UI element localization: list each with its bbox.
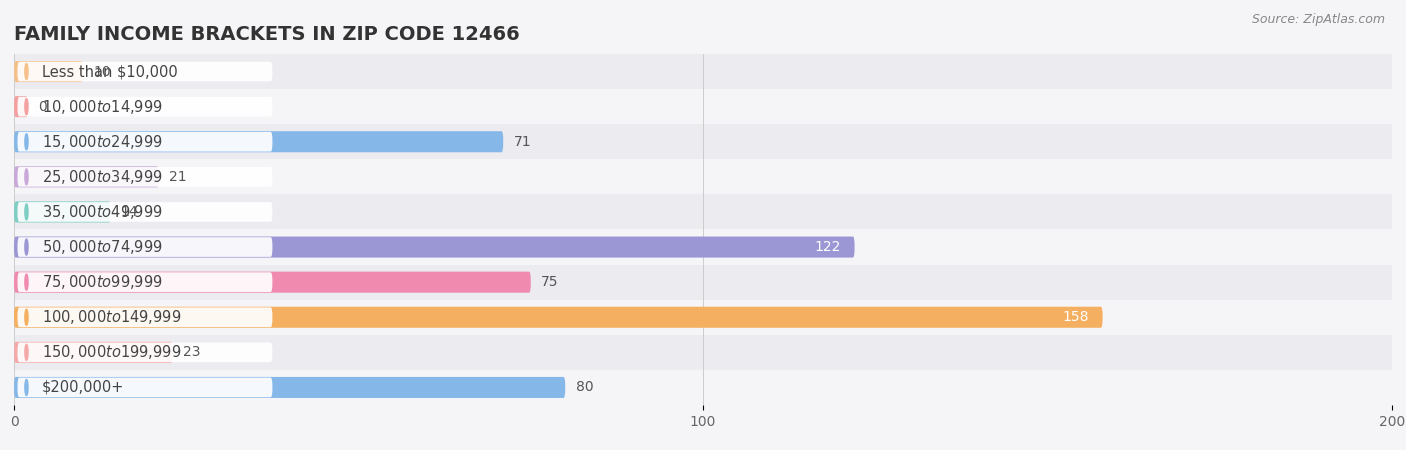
FancyBboxPatch shape bbox=[17, 378, 273, 397]
Text: $10,000 to $14,999: $10,000 to $14,999 bbox=[42, 98, 163, 116]
FancyBboxPatch shape bbox=[17, 237, 273, 257]
Circle shape bbox=[25, 239, 28, 255]
Circle shape bbox=[25, 204, 28, 220]
FancyBboxPatch shape bbox=[17, 342, 273, 362]
Text: $75,000 to $99,999: $75,000 to $99,999 bbox=[42, 273, 163, 291]
FancyBboxPatch shape bbox=[14, 131, 503, 152]
FancyBboxPatch shape bbox=[14, 61, 83, 82]
FancyBboxPatch shape bbox=[14, 202, 111, 222]
Text: $25,000 to $34,999: $25,000 to $34,999 bbox=[42, 168, 163, 186]
Text: 158: 158 bbox=[1063, 310, 1088, 324]
Text: $35,000 to $49,999: $35,000 to $49,999 bbox=[42, 203, 163, 221]
Bar bbox=[14, 300, 1392, 335]
Text: Less than $10,000: Less than $10,000 bbox=[42, 64, 177, 79]
FancyBboxPatch shape bbox=[17, 272, 273, 292]
Text: FAMILY INCOME BRACKETS IN ZIP CODE 12466: FAMILY INCOME BRACKETS IN ZIP CODE 12466 bbox=[14, 25, 520, 44]
Text: 0: 0 bbox=[38, 99, 46, 114]
Text: 80: 80 bbox=[575, 380, 593, 395]
Text: 23: 23 bbox=[183, 345, 200, 360]
Bar bbox=[14, 230, 1392, 265]
FancyBboxPatch shape bbox=[17, 307, 273, 327]
FancyBboxPatch shape bbox=[14, 237, 855, 257]
Text: 21: 21 bbox=[169, 170, 187, 184]
FancyBboxPatch shape bbox=[14, 96, 28, 117]
Text: $150,000 to $199,999: $150,000 to $199,999 bbox=[42, 343, 181, 361]
Circle shape bbox=[25, 344, 28, 360]
Text: 71: 71 bbox=[513, 135, 531, 149]
Text: $15,000 to $24,999: $15,000 to $24,999 bbox=[42, 133, 163, 151]
Bar bbox=[14, 89, 1392, 124]
Bar bbox=[14, 54, 1392, 89]
Circle shape bbox=[25, 99, 28, 115]
Text: 122: 122 bbox=[814, 240, 841, 254]
Bar bbox=[14, 335, 1392, 370]
Text: Source: ZipAtlas.com: Source: ZipAtlas.com bbox=[1251, 14, 1385, 27]
Bar bbox=[14, 370, 1392, 405]
Circle shape bbox=[25, 63, 28, 80]
Text: $100,000 to $149,999: $100,000 to $149,999 bbox=[42, 308, 181, 326]
Circle shape bbox=[25, 379, 28, 396]
Bar bbox=[14, 194, 1392, 230]
FancyBboxPatch shape bbox=[17, 132, 273, 152]
FancyBboxPatch shape bbox=[14, 342, 173, 363]
FancyBboxPatch shape bbox=[17, 62, 273, 81]
FancyBboxPatch shape bbox=[17, 202, 273, 222]
Bar bbox=[14, 159, 1392, 194]
Bar bbox=[14, 265, 1392, 300]
FancyBboxPatch shape bbox=[14, 307, 1102, 328]
FancyBboxPatch shape bbox=[14, 272, 531, 292]
Text: 75: 75 bbox=[541, 275, 558, 289]
Text: $50,000 to $74,999: $50,000 to $74,999 bbox=[42, 238, 163, 256]
FancyBboxPatch shape bbox=[14, 166, 159, 187]
Circle shape bbox=[25, 309, 28, 325]
Text: 14: 14 bbox=[121, 205, 138, 219]
Text: $200,000+: $200,000+ bbox=[42, 380, 124, 395]
FancyBboxPatch shape bbox=[17, 97, 273, 117]
Bar bbox=[14, 124, 1392, 159]
FancyBboxPatch shape bbox=[17, 167, 273, 187]
FancyBboxPatch shape bbox=[14, 377, 565, 398]
Circle shape bbox=[25, 274, 28, 290]
Text: 10: 10 bbox=[93, 64, 111, 79]
Circle shape bbox=[25, 169, 28, 185]
Circle shape bbox=[25, 134, 28, 150]
